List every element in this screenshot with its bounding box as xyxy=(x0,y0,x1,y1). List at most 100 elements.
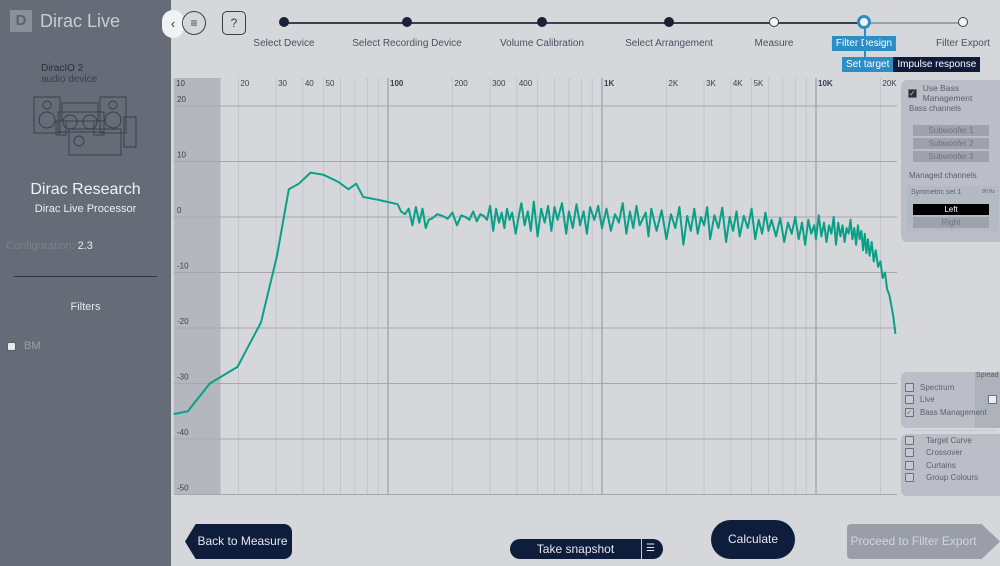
data-point xyxy=(527,210,529,213)
step-label[interactable]: Volume Calibration xyxy=(500,38,584,49)
y-tick-label: -30 xyxy=(177,373,189,382)
bass-channel-subwoofer-2[interactable]: Subwoofer 2 xyxy=(913,137,989,149)
x-tick-label: 50 xyxy=(326,79,335,88)
y-tick-label: 20 xyxy=(177,95,186,104)
option-spectrum[interactable]: Spectrum xyxy=(901,381,1000,394)
data-point xyxy=(783,241,785,243)
bass-management-panel: ✓ Use Bass Management Bass channels Subwo… xyxy=(901,80,1000,242)
brand-name: Dirac Research xyxy=(30,181,141,198)
data-point xyxy=(859,238,861,240)
bass-channel-subwoofer-3[interactable]: Subwoofer 3 xyxy=(913,150,989,162)
step-label[interactable]: Select Device xyxy=(253,38,315,49)
filter-design-subtabs: Set target Impulse response xyxy=(842,57,981,72)
data-point xyxy=(690,230,692,232)
data-point xyxy=(597,205,599,207)
app-title: Dirac Live xyxy=(40,10,121,31)
step-label[interactable]: Select Arrangement xyxy=(625,38,713,49)
step-dot[interactable] xyxy=(402,17,412,27)
use-bass-management[interactable]: ✓ Use Bass Management xyxy=(901,83,1000,103)
snapshot-list-icon[interactable]: ☰ xyxy=(641,539,655,559)
data-point xyxy=(693,208,695,210)
option-crossover[interactable]: Crossover xyxy=(901,447,1000,460)
data-point xyxy=(846,227,848,229)
target-curve-checkbox[interactable] xyxy=(905,435,914,445)
data-point xyxy=(622,202,624,204)
step-connector xyxy=(407,22,542,24)
data-point xyxy=(890,305,892,307)
bass-channel-subwoofer-1[interactable]: Subwoofer 1 xyxy=(913,124,989,136)
step-label[interactable]: Filter Export xyxy=(936,38,990,49)
data-point xyxy=(882,277,884,279)
x-tick-label: 10K xyxy=(818,79,833,88)
data-point xyxy=(561,202,563,204)
proceed-to-filter-export-button[interactable]: Proceed to Filter Export xyxy=(847,524,1000,559)
data-point xyxy=(589,206,591,208)
group-colours-checkbox[interactable] xyxy=(905,473,914,483)
data-point xyxy=(553,206,556,208)
data-point xyxy=(579,224,581,226)
data-point xyxy=(322,174,325,176)
step-label[interactable]: Select Recording Device xyxy=(352,38,462,49)
data-point xyxy=(851,238,854,240)
step-dot[interactable] xyxy=(279,17,289,27)
data-point xyxy=(743,215,745,217)
spectrum-checkbox[interactable] xyxy=(905,382,914,392)
data-point xyxy=(843,241,846,243)
data-point xyxy=(754,238,756,240)
data-point xyxy=(601,227,603,229)
live-spread-checkbox[interactable] xyxy=(988,395,997,405)
current-step-connector xyxy=(864,29,866,57)
take-snapshot-button[interactable]: Take snapshot ☰ xyxy=(510,539,663,559)
step-dot[interactable] xyxy=(958,17,968,27)
data-point xyxy=(530,230,532,232)
data-point xyxy=(451,211,454,214)
option-group-colours[interactable]: Group Colours xyxy=(901,472,1000,485)
data-point xyxy=(362,196,364,198)
tab-set-target[interactable]: Set target xyxy=(842,57,894,72)
menu-button[interactable]: ≡ xyxy=(182,11,206,35)
back-to-measure-button[interactable]: Back to Measure xyxy=(185,524,292,559)
option-live[interactable]: Live xyxy=(901,394,1000,407)
data-point xyxy=(798,238,800,240)
data-point xyxy=(828,224,830,226)
collapse-sidebar-button[interactable]: ‹ xyxy=(162,10,184,38)
tab-impulse-response[interactable]: Impulse response xyxy=(893,57,981,72)
managed-channel-right[interactable]: Right xyxy=(913,216,989,228)
data-point xyxy=(347,188,349,190)
help-button[interactable]: ? xyxy=(222,11,246,35)
data-point xyxy=(868,255,871,257)
step-dot[interactable] xyxy=(857,15,871,29)
data-point xyxy=(404,213,406,215)
option-bass-management[interactable]: ✓ Bass Management xyxy=(901,406,1000,419)
x-tick-label: 10 xyxy=(176,79,185,88)
x-tick-label: 300 xyxy=(492,79,506,88)
y-tick-label: -10 xyxy=(177,262,189,271)
filters-title: Filters xyxy=(70,301,101,313)
step-dot[interactable] xyxy=(769,17,779,27)
data-point xyxy=(892,316,895,318)
data-point xyxy=(456,224,458,226)
crossover-checkbox[interactable] xyxy=(905,448,914,458)
data-point xyxy=(770,219,773,221)
curtains-checkbox[interactable] xyxy=(905,460,914,470)
data-point xyxy=(503,227,506,229)
filter-checkbox[interactable] xyxy=(7,341,16,351)
step-label[interactable]: Measure xyxy=(754,38,794,49)
data-point xyxy=(298,183,300,185)
checkmark-icon[interactable]: ✓ xyxy=(908,88,917,98)
option-curtains[interactable]: Curtains xyxy=(901,459,1000,472)
data-point xyxy=(593,219,595,221)
bass-management-checkbox[interactable]: ✓ xyxy=(905,407,914,417)
step-dot[interactable] xyxy=(664,17,674,27)
data-point xyxy=(732,230,734,232)
option-target-curve[interactable]: Target Curve xyxy=(901,434,1000,447)
managed-channel-left[interactable]: Left xyxy=(913,203,989,215)
data-point xyxy=(472,210,474,213)
step-dot[interactable] xyxy=(537,17,547,27)
filter-item-bm[interactable]: BM xyxy=(7,340,41,352)
live-checkbox[interactable] xyxy=(905,395,914,405)
data-point xyxy=(700,216,702,218)
calculate-button[interactable]: Calculate xyxy=(711,520,795,559)
data-point xyxy=(187,410,189,412)
